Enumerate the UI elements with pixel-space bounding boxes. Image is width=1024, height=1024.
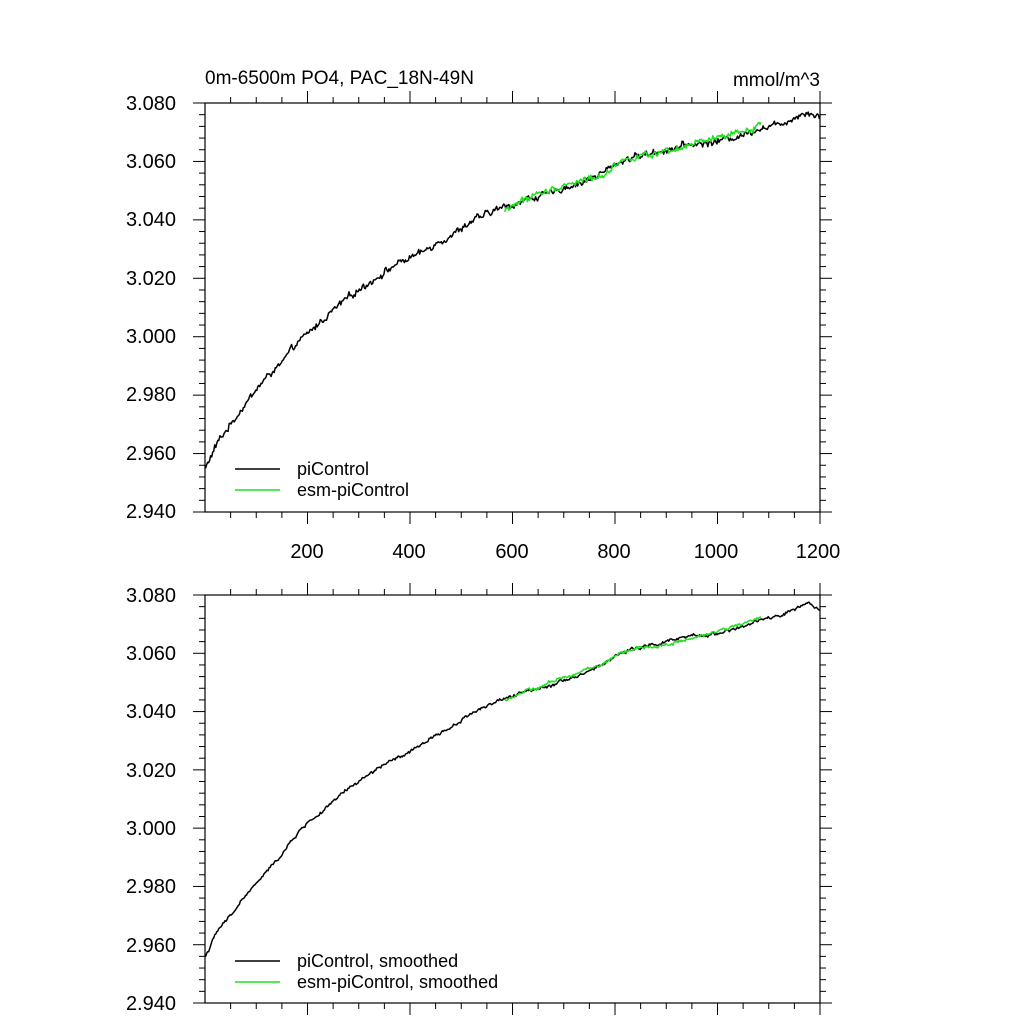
top-x-tick-labels: 200 400 600 800 1000 1200 — [290, 541, 840, 563]
plot-frame — [204, 594, 821, 1004]
y-tick-label: 3.040 — [126, 701, 176, 723]
y-tick-label: 2.940 — [126, 501, 176, 523]
legend-label-picontrol: piControl — [297, 459, 369, 479]
y-tick-label: 2.960 — [126, 935, 176, 957]
y-tick-label: 3.000 — [126, 818, 176, 840]
bottom-series — [204, 601, 820, 958]
bottom-axes — [193, 583, 832, 1015]
x-tick-label: 600 — [495, 541, 528, 563]
top-panel: 0m-6500m PO4, PAC_18N-49N mmol/m^3 2.940… — [126, 68, 840, 563]
y-tick-label: 2.980 — [126, 384, 176, 406]
x-tick-label: 200 — [290, 541, 323, 563]
y-tick-label: 3.000 — [126, 326, 176, 348]
y-tick-label: 3.060 — [126, 643, 176, 665]
legend-label-esm-smoothed: esm-piControl, smoothed — [297, 972, 498, 992]
x-tick-label: 800 — [597, 541, 630, 563]
y-tick-label: 3.060 — [126, 151, 176, 173]
series-line-esm-picontrol — [504, 121, 762, 213]
y-tick-label: 3.080 — [126, 585, 176, 607]
x-tick-label: 1200 — [796, 541, 841, 563]
series-line-picontrol-smoothed — [204, 601, 820, 958]
y-tick-label: 3.020 — [126, 268, 176, 290]
top-legend: piControl esm-piControl — [235, 459, 409, 500]
y-tick-label: 3.080 — [126, 93, 176, 115]
x-tick-label: 400 — [392, 541, 425, 563]
top-axes — [193, 91, 832, 524]
legend-label-picontrol-smoothed: piControl, smoothed — [297, 951, 458, 971]
series-line-esm-picontrol-smoothed — [504, 616, 762, 702]
top-series — [204, 111, 821, 469]
legend-label-esm: esm-piControl — [297, 480, 409, 500]
series-line-picontrol — [204, 111, 821, 469]
y-tick-label: 2.940 — [126, 993, 176, 1015]
plot-frame — [204, 102, 821, 513]
x-tick-label: 1000 — [694, 541, 739, 563]
chart-title: 0m-6500m PO4, PAC_18N-49N — [205, 68, 474, 89]
bottom-panel: 2.940 2.960 2.980 3.000 3.020 3.040 3.06… — [126, 583, 832, 1015]
y-tick-label: 2.960 — [126, 443, 176, 465]
bottom-legend: piControl, smoothed esm-piControl, smoot… — [235, 951, 498, 992]
units-label: mmol/m^3 — [733, 70, 820, 91]
y-tick-label: 2.980 — [126, 876, 176, 898]
bottom-y-tick-labels: 2.940 2.960 2.980 3.000 3.020 3.040 3.06… — [126, 585, 176, 1015]
y-tick-label: 3.040 — [126, 209, 176, 231]
y-tick-label: 3.020 — [126, 760, 176, 782]
top-y-tick-labels: 2.940 2.960 2.980 3.000 3.020 3.040 3.06… — [126, 93, 176, 523]
